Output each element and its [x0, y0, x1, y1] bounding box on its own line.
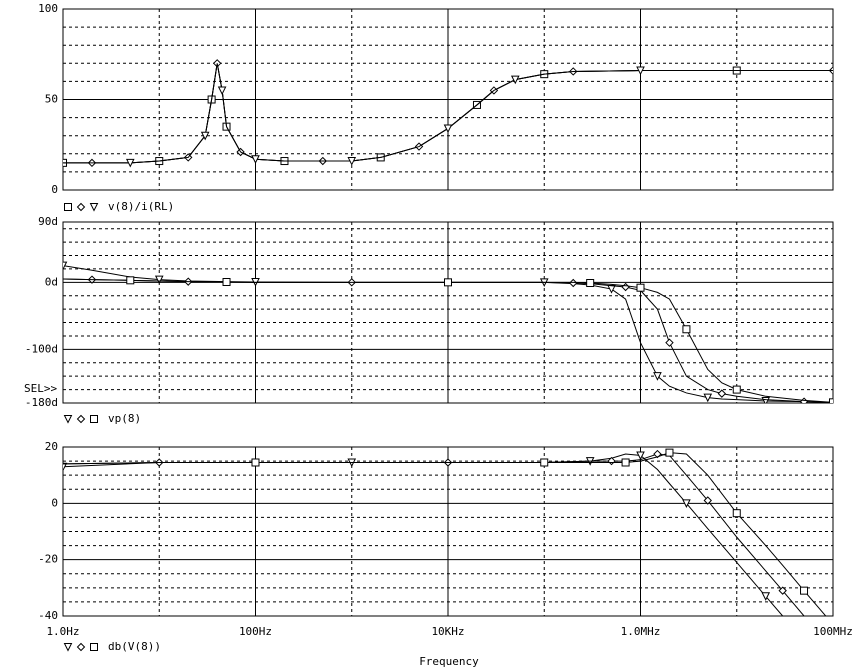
point-marker [636, 451, 645, 461]
trace [63, 63, 833, 164]
legend-symbol [90, 643, 98, 651]
point-marker [665, 448, 674, 457]
y-tick-label: -180d [25, 396, 58, 409]
point-marker [682, 499, 691, 508]
point-marker [703, 496, 712, 505]
y-tick-label: 0 [51, 183, 58, 196]
point-marker [154, 275, 164, 285]
legend-symbol [64, 203, 72, 211]
point-marker [703, 393, 713, 403]
legend-label: db(V(8)) [108, 640, 161, 653]
trace [63, 452, 827, 616]
trace [63, 265, 833, 403]
point-marker [636, 66, 645, 76]
x-tick-label: 100MHz [813, 625, 853, 638]
x-tick-label: 1.0MHz [621, 625, 661, 638]
legend-symbol [63, 415, 73, 424]
plot-area [63, 59, 833, 168]
plot-area [63, 448, 827, 616]
point-marker [126, 276, 135, 285]
point-marker [251, 458, 260, 467]
x-tick-label: 10KHz [431, 625, 464, 638]
annotation: SEL>> [24, 382, 57, 395]
point-marker [829, 398, 833, 403]
point-marker [799, 397, 809, 403]
legend-symbol [89, 203, 99, 212]
point-marker [586, 279, 595, 288]
point-marker [761, 396, 771, 403]
y-tick-label: 90d [38, 215, 58, 228]
point-marker [732, 385, 741, 394]
y-tick-label: 20 [45, 440, 58, 453]
point-marker [732, 509, 741, 518]
point-marker [621, 458, 630, 467]
plot-frame [62, 446, 834, 617]
y-tick-label: 50 [45, 93, 58, 106]
legend-symbol [90, 415, 98, 423]
x-tick-label: 1.0Hz [46, 625, 79, 638]
x-axis-label: Frequency [419, 655, 479, 668]
y-tick-label: 100 [38, 2, 58, 15]
trace [63, 278, 833, 403]
legend-symbol [76, 414, 86, 424]
point-marker [636, 283, 645, 292]
legend-symbol [76, 202, 86, 212]
legend-symbol [63, 643, 73, 652]
y-tick-label: 0d [45, 275, 58, 288]
point-marker [200, 131, 210, 141]
legend-label: v(8)/i(RL) [108, 200, 174, 213]
point-marker [217, 86, 227, 96]
y-tick-label: -40 [38, 609, 58, 622]
legend-label: vp(8) [108, 412, 141, 425]
point-marker [621, 282, 630, 292]
point-marker [665, 338, 674, 347]
point-marker [540, 458, 549, 467]
point-marker [569, 278, 578, 288]
legend-symbol [76, 642, 86, 652]
point-marker [222, 277, 231, 286]
plot-area [63, 261, 833, 403]
y-tick-label: -20 [38, 553, 58, 566]
point-marker [510, 75, 520, 85]
x-tick-label: 100Hz [239, 625, 272, 638]
point-marker [653, 372, 662, 381]
point-marker [125, 158, 135, 168]
point-marker [761, 592, 771, 601]
point-marker [63, 462, 68, 472]
y-tick-label: 0 [51, 496, 58, 509]
point-marker [682, 325, 691, 334]
point-marker [778, 586, 787, 595]
y-tick-label: -100d [25, 342, 58, 355]
point-marker [717, 389, 727, 398]
point-marker [444, 278, 452, 287]
plot-frame [62, 221, 834, 404]
point-marker [800, 586, 809, 595]
point-marker [443, 124, 453, 134]
point-marker [63, 261, 68, 271]
plot-frame [62, 8, 834, 191]
point-marker [347, 157, 357, 166]
point-marker [251, 155, 260, 164]
